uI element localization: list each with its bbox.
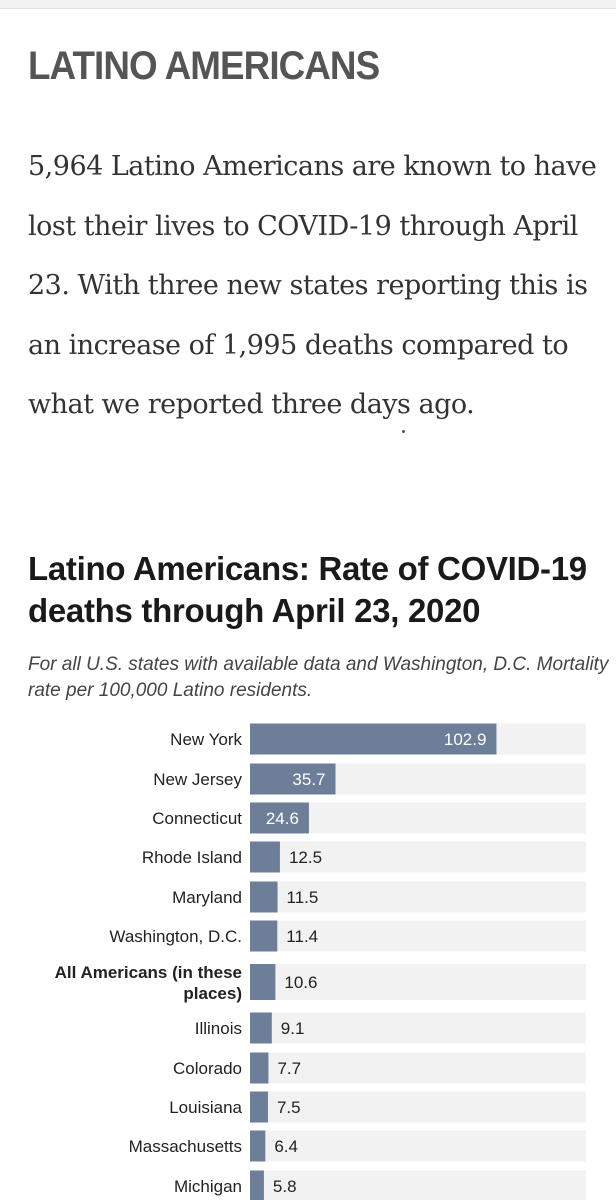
article-body: 5,964 Latino Americans are known to have… [28,151,597,420]
category-label: Maryland [172,888,242,907]
value-label: 12.5 [289,848,322,867]
category-label: Massachusetts [129,1137,242,1156]
value-label: 7.5 [277,1098,301,1117]
bar-track [250,920,586,952]
bar [250,1091,268,1123]
bar-track [250,1091,586,1123]
top-border [0,0,616,9]
section-title: LATINO AMERICANS [28,44,380,88]
value-label: 5.8 [273,1177,297,1196]
bar [250,920,278,952]
value-label: 9.1 [281,1019,305,1038]
value-label: 24.6 [266,809,299,828]
value-label: 11.4 [286,927,318,946]
value-label: 6.4 [274,1137,298,1156]
bar-track [250,1012,586,1044]
bar-track [250,1170,586,1200]
bar-track [250,841,586,873]
value-label: 35.7 [292,770,325,789]
value-label: 7.7 [277,1059,301,1078]
bar-track [250,1130,586,1162]
bar [250,964,276,1000]
bar [250,881,278,913]
category-label: Illinois [195,1019,242,1038]
category-label: Michigan [174,1177,242,1196]
stray-dot [402,430,405,433]
bar [250,763,336,795]
bar [250,723,497,755]
category-label: Rhode Island [142,848,242,867]
value-label: 10.6 [284,973,317,992]
bar [250,1012,272,1044]
bar [250,1130,266,1162]
bar [250,1170,264,1200]
value-label: 102.9 [444,730,487,749]
category-label: New York [170,730,242,749]
chart-title: Latino Americans: Rate of COVID-19 death… [28,550,587,629]
category-label: New Jersey [153,770,242,789]
bar [250,841,280,873]
bar-track [250,964,586,1000]
category-label: Connecticut [152,809,242,828]
category-label: Louisiana [169,1098,242,1117]
bar [250,802,309,834]
value-label: 11.5 [287,888,319,907]
bar-track [250,881,586,913]
category-label: Washington, D.C. [109,927,242,946]
bar [250,1052,269,1084]
category-label: Colorado [173,1059,242,1078]
chart-subtitle: For all U.S. states with available data … [28,654,609,701]
category-label: All Americans (in these places) [55,963,242,1003]
bar-track [250,1052,586,1084]
